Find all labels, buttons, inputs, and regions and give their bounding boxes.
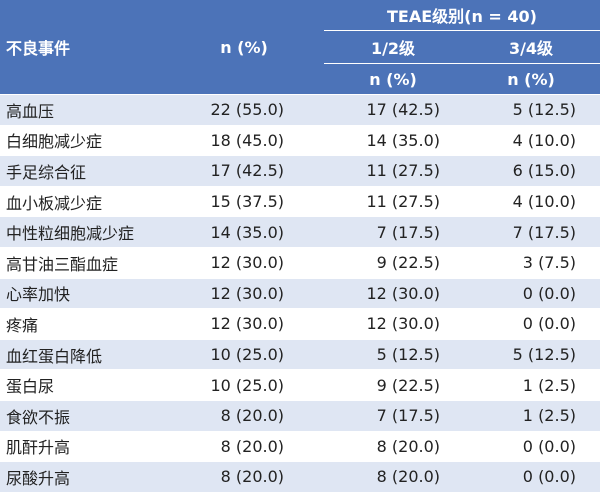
header-event: 不良事件: [6, 39, 71, 58]
total-cell: 10 (25.0): [164, 369, 324, 401]
table-row: 白细胞减少症 18 (45.0) 14 (35.0) 4 (10.0): [0, 124, 600, 156]
grade34-cell: 3 (7.5): [462, 246, 600, 279]
total-cell: 8 (20.0): [164, 399, 324, 432]
grade12-cell: 8 (20.0): [324, 430, 462, 462]
table-row: 高甘油三酯血症 12 (30.0) 9 (22.5) 3 (7.5): [0, 246, 600, 279]
event-cell: 中性粒细胞减少症: [0, 216, 164, 248]
event-cell: 蛋白尿: [0, 369, 164, 401]
grade12-cell: 17 (42.5): [324, 94, 462, 126]
grade34-cell: 1 (2.5): [462, 399, 600, 432]
event-cell: 食欲不振: [0, 399, 164, 432]
total-cell: 15 (37.5): [164, 185, 324, 217]
grade34-cell: 0 (0.0): [462, 430, 600, 462]
table-row: 尿酸升高 8 (20.0) 8 (20.0) 0 (0.0): [0, 461, 600, 492]
grade12-cell: 14 (35.0): [324, 124, 462, 156]
event-cell: 疼痛: [0, 308, 164, 340]
total-cell: 10 (25.0): [164, 338, 324, 370]
table-header: 不良事件 n (%) TEAE级别(n = 40) 1/2级 3/4级 n (%…: [0, 0, 600, 95]
event-cell: 白细胞减少症: [0, 124, 164, 156]
grade34-cell: 1 (2.5): [462, 369, 600, 401]
grade34-cell: 5 (12.5): [462, 94, 600, 126]
header-n-pct: n (%): [220, 37, 268, 57]
total-cell: 22 (55.0): [164, 94, 324, 126]
total-cell: 14 (35.0): [164, 216, 324, 248]
header-grade12: 1/2级: [370, 39, 416, 58]
grade34-cell: 6 (15.0): [462, 155, 600, 187]
table-row: 血红蛋白降低 10 (25.0) 5 (12.5) 5 (12.5): [0, 338, 600, 370]
grade34-cell: 0 (0.0): [462, 277, 600, 309]
grade12-cell: 7 (17.5): [324, 216, 462, 248]
total-cell: 8 (20.0): [164, 461, 324, 492]
grade12-cell: 11 (27.5): [324, 185, 462, 217]
header-teae-grade: TEAE级别(n = 40): [324, 0, 600, 31]
grade12-cell: 12 (30.0): [324, 308, 462, 340]
grade34-cell: 7 (17.5): [462, 216, 600, 248]
header-grade34-n: n (%): [462, 63, 600, 95]
total-cell: 17 (42.5): [164, 155, 324, 187]
event-cell: 高血压: [0, 94, 164, 126]
grade12-cell: 5 (12.5): [324, 338, 462, 370]
table-row: 蛋白尿 10 (25.0) 9 (22.5) 1 (2.5): [0, 369, 600, 401]
grade34-cell: 5 (12.5): [462, 338, 600, 370]
grade12-cell: 9 (22.5): [324, 369, 462, 401]
table-row: 中性粒细胞减少症 14 (35.0) 7 (17.5) 7 (17.5): [0, 216, 600, 248]
grade34-cell: 4 (10.0): [462, 185, 600, 217]
grade34-cell: 0 (0.0): [462, 461, 600, 492]
table-row: 高血压 22 (55.0) 17 (42.5) 5 (12.5): [0, 94, 600, 126]
event-cell: 血小板减少症: [0, 185, 164, 217]
total-cell: 12 (30.0): [164, 246, 324, 279]
grade12-cell: 8 (20.0): [324, 461, 462, 492]
table-row: 食欲不振 8 (20.0) 7 (17.5) 1 (2.5): [0, 399, 600, 432]
grade12-cell: 12 (30.0): [324, 277, 462, 309]
table-body: 高血压 22 (55.0) 17 (42.5) 5 (12.5) 白细胞减少症 18 (4…: [0, 94, 600, 492]
table-row: 手足综合征 17 (42.5) 11 (27.5) 6 (15.0): [0, 155, 600, 187]
grade34-cell: 4 (10.0): [462, 124, 600, 156]
total-cell: 8 (20.0): [164, 430, 324, 462]
total-cell: 18 (45.0): [164, 124, 324, 156]
table-row: 心率加快 12 (30.0) 12 (30.0) 0 (0.0): [0, 277, 600, 309]
table-row: 疼痛 12 (30.0) 12 (30.0) 0 (0.0): [0, 308, 600, 340]
event-cell: 手足综合征: [0, 155, 164, 187]
grade12-cell: 9 (22.5): [324, 246, 462, 279]
total-cell: 12 (30.0): [164, 308, 324, 340]
event-cell: 血红蛋白降低: [0, 338, 164, 370]
event-cell: 心率加快: [0, 277, 164, 309]
table-row: 血小板减少症 15 (37.5) 11 (27.5) 4 (10.0): [0, 185, 600, 217]
grade12-cell: 11 (27.5): [324, 155, 462, 187]
total-cell: 12 (30.0): [164, 277, 324, 309]
event-cell: 高甘油三酯血症: [0, 246, 164, 279]
table-row: 肌酐升高 8 (20.0) 8 (20.0) 0 (0.0): [0, 430, 600, 462]
header-grade34: 3/4级: [508, 39, 554, 58]
event-cell: 尿酸升高: [0, 461, 164, 492]
grade34-cell: 0 (0.0): [462, 308, 600, 340]
event-cell: 肌酐升高: [0, 430, 164, 462]
grade12-cell: 7 (17.5): [324, 399, 462, 432]
header-grade12-n: n (%): [324, 63, 462, 95]
